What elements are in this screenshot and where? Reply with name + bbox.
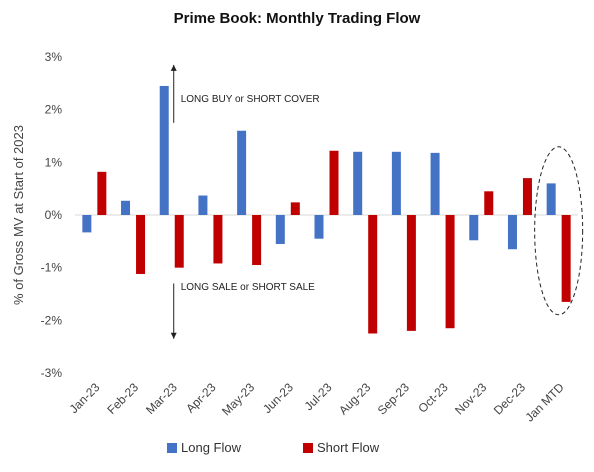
short-flow-bar <box>290 202 300 215</box>
x-tick-label: Nov-23 <box>452 380 489 417</box>
y-tick-label: 0% <box>45 208 63 222</box>
highlight-ellipse <box>534 146 584 316</box>
long-flow-bar <box>275 215 285 244</box>
y-axis: -3% -2% -1% 0% 1% 2% 3% % of Gross MV at Start … <box>11 50 578 380</box>
x-tick-label: Jan-23 <box>67 380 103 416</box>
long-flow-bar <box>353 151 363 215</box>
short-flow-bar <box>329 150 339 215</box>
long-flow-bar <box>391 151 401 215</box>
short-flow-bar <box>522 178 532 215</box>
long-flow-bar <box>430 152 440 215</box>
long-flow-bar <box>314 215 324 239</box>
y-tick-label: 2% <box>45 103 63 117</box>
short-flow-bar <box>561 215 571 302</box>
short-flow-bar <box>484 191 494 215</box>
y-axis-title: % of Gross MV at Start of 2023 <box>11 125 26 305</box>
annotations: LONG BUY or SHORT COVER LONG SALE or SHOR… <box>170 64 584 339</box>
legend-swatch-long <box>167 443 177 453</box>
short-flow-bar <box>174 215 184 268</box>
long-flow-bar <box>546 183 556 215</box>
x-tick-label: Dec-23 <box>491 380 528 417</box>
legend-label-long: Long Flow <box>181 440 242 455</box>
short-flow-bar <box>136 215 146 274</box>
long-flow-bar <box>237 130 247 215</box>
long-flow-bar <box>121 200 131 215</box>
x-tick-label: Sep-23 <box>375 380 412 417</box>
x-tick-label: Aug-23 <box>336 380 373 417</box>
y-tick-label: -1% <box>41 261 63 275</box>
x-tick-label: May-23 <box>219 380 257 418</box>
y-tick-label: 1% <box>45 155 63 169</box>
lower-annotation: LONG SALE or SHORT SALE <box>181 282 315 293</box>
long-flow-bar <box>82 215 92 233</box>
legend: Long Flow Short Flow <box>167 440 380 455</box>
short-flow-bar <box>406 215 416 331</box>
upper-annotation: LONG BUY or SHORT COVER <box>181 94 320 105</box>
x-axis: Jan-23 Feb-23 Mar-23 Apr-23 May-23 Jun-23 Jul-… <box>67 380 567 425</box>
y-tick-label: 3% <box>45 50 63 64</box>
upper-arrowhead <box>170 64 177 71</box>
legend-swatch-short <box>303 443 313 453</box>
chart-title: Prime Book: Monthly Trading Flow <box>173 10 421 27</box>
long-flow-bar <box>507 215 517 250</box>
x-tick-label: Mar-23 <box>143 380 180 417</box>
short-flow-bar <box>97 171 107 215</box>
long-flow-bar <box>198 195 208 215</box>
x-tick-label: Jul-23 <box>302 380 335 413</box>
long-flow-bar <box>469 215 479 241</box>
legend-label-short: Short Flow <box>317 440 380 455</box>
y-tick-label: -2% <box>41 313 63 327</box>
long-flow-bar <box>159 85 169 215</box>
x-tick-label: Feb-23 <box>104 380 141 417</box>
x-tick-label: Jan MTD <box>522 380 567 425</box>
lower-arrowhead <box>170 332 177 339</box>
short-flow-bar <box>368 215 378 334</box>
x-tick-label: Oct-23 <box>415 380 451 416</box>
bars-group <box>82 85 571 334</box>
y-tick-label: -3% <box>41 366 63 380</box>
short-flow-bar <box>252 215 262 266</box>
x-tick-label: Apr-23 <box>183 380 219 416</box>
x-tick-label: Jun-23 <box>260 380 296 416</box>
short-flow-bar <box>445 215 455 329</box>
short-flow-bar <box>213 215 223 264</box>
